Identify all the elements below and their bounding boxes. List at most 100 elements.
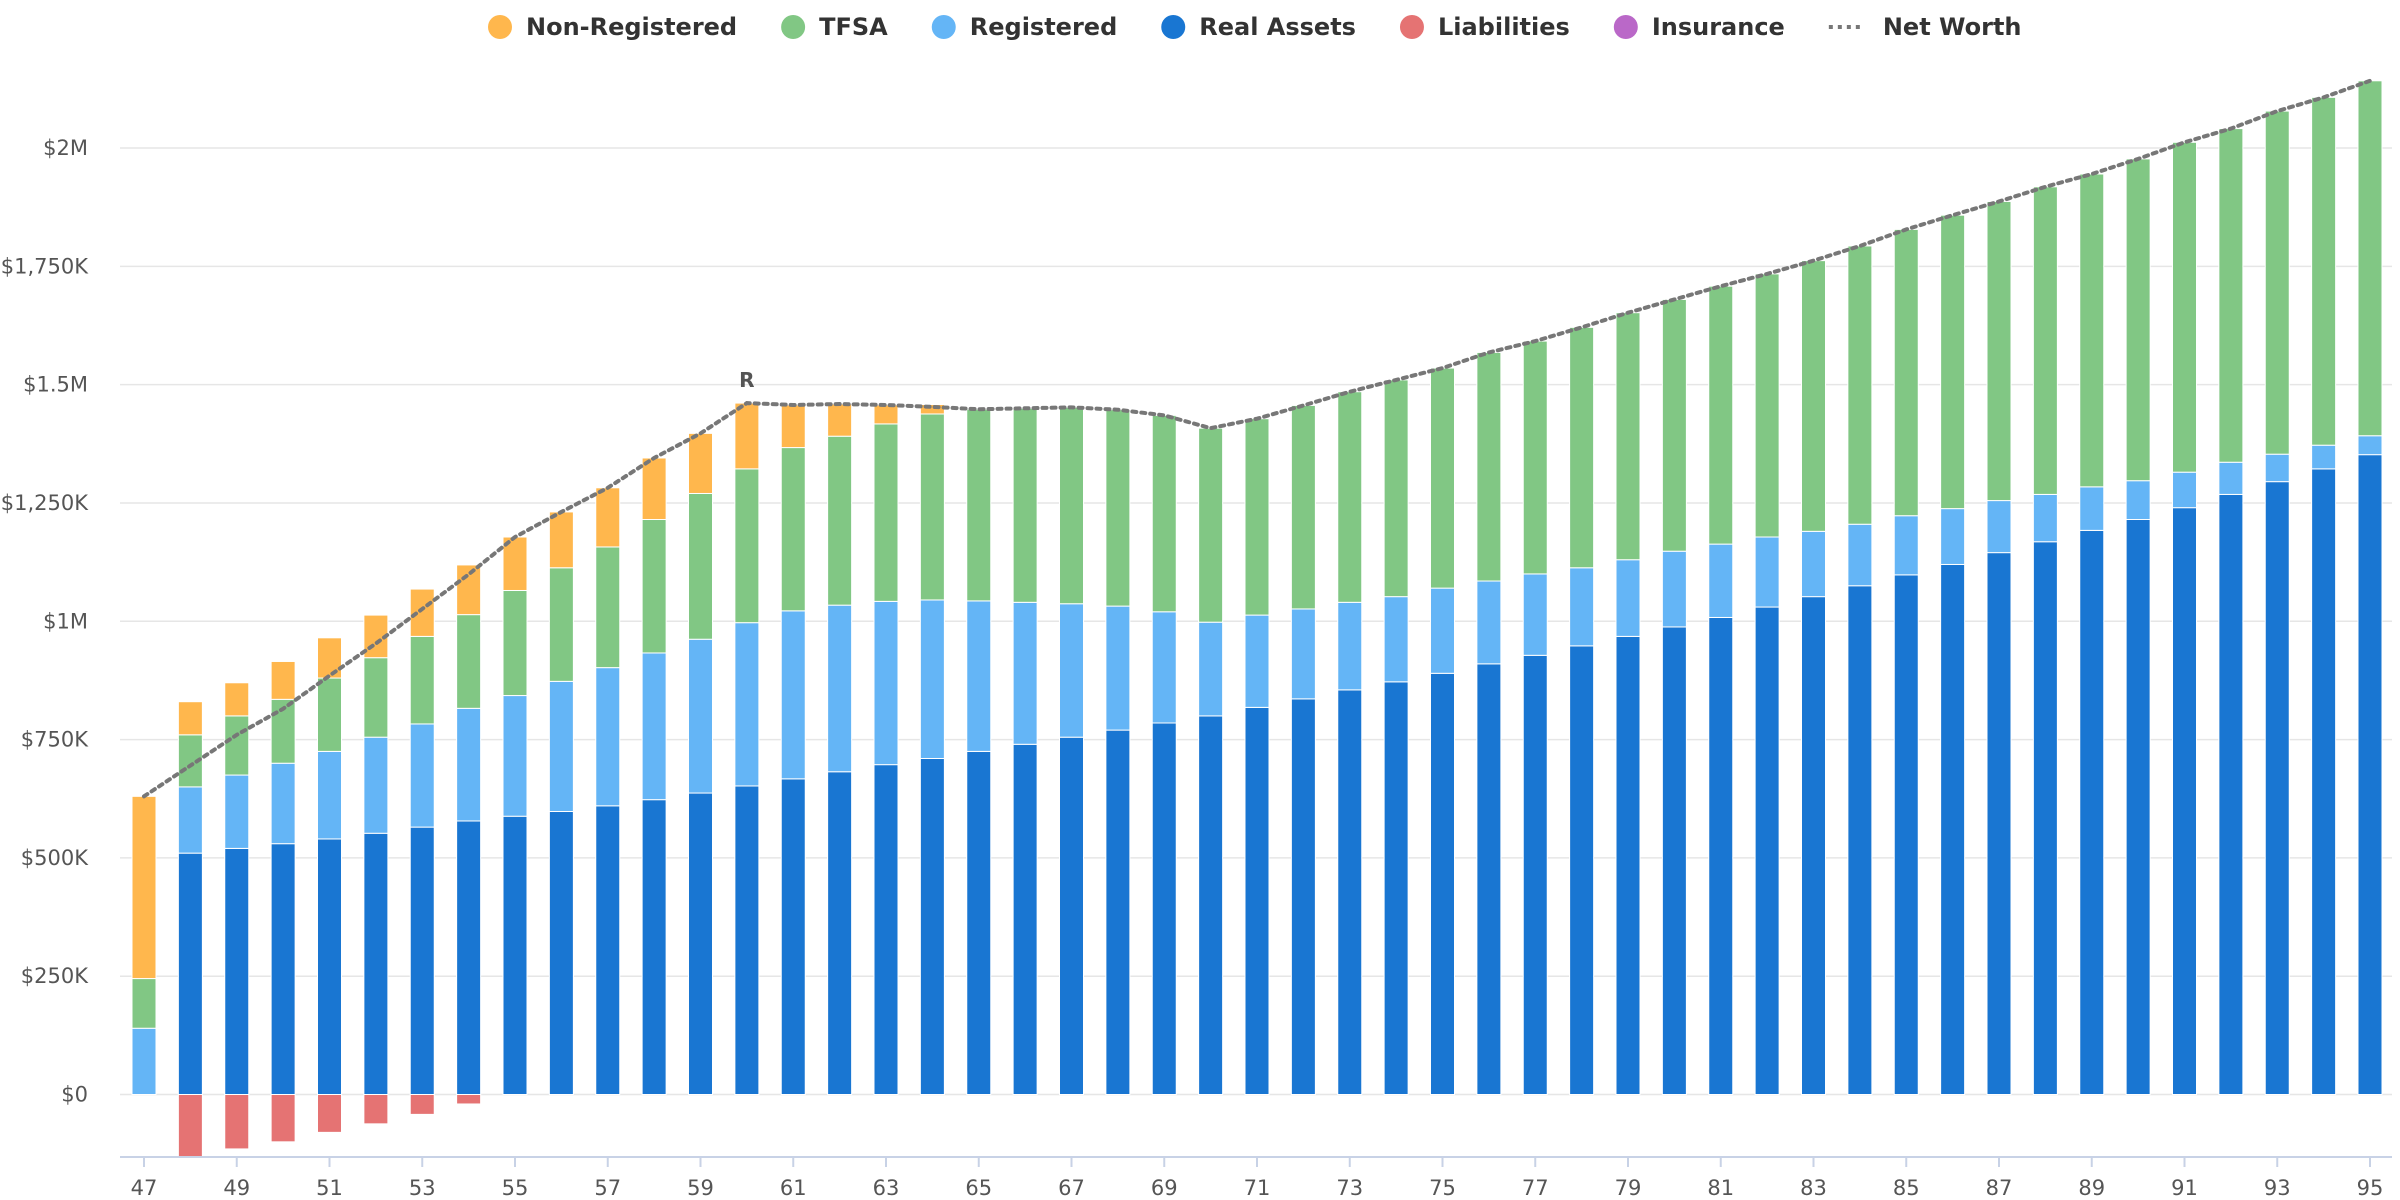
legend-label-tfsa: TFSA <box>819 13 888 41</box>
bar-tfsa-81 <box>1708 285 1734 545</box>
bar-non-registered-51 <box>317 637 342 679</box>
bar-non-registered-49 <box>224 682 250 717</box>
bar-real-assets-50 <box>270 843 296 1095</box>
bar-registered-68 <box>1105 605 1131 731</box>
bar-tfsa-91 <box>2172 141 2197 473</box>
x-tick-label: 79 <box>1615 1176 1642 1200</box>
bar-registered-48 <box>177 786 203 854</box>
bar-real-assets-82 <box>1754 606 1780 1095</box>
bar-tfsa-64 <box>919 413 945 601</box>
retirement-marker: R <box>739 368 754 392</box>
x-tick-label: 87 <box>1986 1176 2013 1200</box>
bar-registered-71 <box>1244 614 1270 708</box>
x-tick-label: 91 <box>2171 1176 2198 1200</box>
bar-non-registered-56 <box>548 511 574 569</box>
bar-registered-84 <box>1847 523 1873 587</box>
bar-real-assets-58 <box>641 799 667 1095</box>
bar-tfsa-95 <box>2357 80 2383 437</box>
bar-registered-75 <box>1430 587 1455 674</box>
bar-real-assets-68 <box>1105 729 1131 1095</box>
bar-registered-65 <box>966 600 992 752</box>
bar-real-assets-60 <box>734 785 760 1095</box>
bar-tfsa-88 <box>2032 186 2058 495</box>
legend-item-non-registered: Non-Registered <box>488 13 737 41</box>
bar-tfsa-52 <box>363 657 389 738</box>
bar-non-registered-60 <box>734 402 760 470</box>
bar-liabilities-49 <box>224 1094 250 1150</box>
bar-tfsa-67 <box>1059 406 1084 605</box>
bar-registered-81 <box>1708 543 1734 618</box>
bar-registered-54 <box>456 707 482 822</box>
bar-tfsa-49 <box>224 715 250 776</box>
bar-tfsa-93 <box>2264 110 2290 455</box>
bar-real-assets-88 <box>2032 541 2058 1095</box>
bar-registered-55 <box>502 695 528 817</box>
y-tick-label: $1,250K <box>1 491 89 515</box>
bar-tfsa-59 <box>688 492 713 640</box>
legend-swatch-insurance <box>1613 15 1638 39</box>
bar-liabilities-50 <box>270 1094 296 1143</box>
bar-tfsa-55 <box>502 589 528 697</box>
x-tick-label: 77 <box>1522 1176 1549 1200</box>
bar-registered-74 <box>1383 596 1409 683</box>
y-tick-label: $1M <box>43 609 88 633</box>
bar-tfsa-58 <box>641 519 667 654</box>
x-tick-label: 51 <box>316 1176 343 1200</box>
bar-registered-64 <box>919 599 945 759</box>
y-tick-label: $500K <box>21 846 89 870</box>
bar-registered-72 <box>1290 608 1316 700</box>
bar-real-assets-70 <box>1198 715 1224 1096</box>
bar-registered-82 <box>1754 536 1780 608</box>
legend-item-liabilities: Liabilities <box>1399 13 1570 41</box>
bar-tfsa-57 <box>595 546 621 669</box>
y-tick-label: $750K <box>21 728 89 752</box>
bar-real-assets-83 <box>1801 596 1826 1095</box>
bars <box>131 80 2383 1159</box>
bar-registered-87 <box>1986 500 2012 554</box>
bar-registered-52 <box>363 736 389 834</box>
legend-item-real-assets: Real Assets <box>1161 13 1356 41</box>
bar-registered-78 <box>1569 567 1595 647</box>
bar-liabilities-53 <box>409 1094 435 1115</box>
bar-real-assets-65 <box>966 750 992 1095</box>
bar-real-assets-93 <box>2264 481 2290 1095</box>
bar-registered-83 <box>1801 530 1826 598</box>
bar-non-registered-58 <box>641 457 667 521</box>
bar-registered-90 <box>2125 480 2151 521</box>
bar-real-assets-57 <box>595 805 621 1095</box>
bar-non-registered-59 <box>688 432 713 494</box>
x-tick-label: 73 <box>1336 1176 1363 1200</box>
x-tick-label: 83 <box>1800 1176 1827 1200</box>
bar-tfsa-85 <box>1893 228 1919 517</box>
bar-registered-56 <box>548 680 574 812</box>
bar-registered-58 <box>641 652 667 801</box>
legend-label-liabilities: Liabilities <box>1438 13 1570 41</box>
bar-non-registered-57 <box>595 487 621 548</box>
bar-real-assets-91 <box>2172 507 2197 1096</box>
bar-real-assets-89 <box>2079 529 2105 1095</box>
bar-tfsa-75 <box>1430 367 1455 589</box>
bar-real-assets-71 <box>1244 706 1270 1095</box>
bar-registered-92 <box>2218 461 2244 495</box>
y-tick-label: $1,750K <box>1 254 89 278</box>
bar-registered-53 <box>409 723 435 828</box>
bar-registered-67 <box>1059 603 1084 738</box>
bar-liabilities-51 <box>317 1094 342 1133</box>
bar-real-assets-85 <box>1893 574 1919 1095</box>
bar-registered-91 <box>2172 471 2197 509</box>
y-tick-label: $2M <box>43 136 88 160</box>
bar-registered-49 <box>224 774 250 849</box>
bar-tfsa-53 <box>409 635 435 725</box>
bar-tfsa-73 <box>1337 391 1363 603</box>
legend-item-net-worth: Net Worth <box>1828 13 2022 41</box>
legend-item-registered: Registered <box>931 13 1117 41</box>
legend-item-insurance: Insurance <box>1613 13 1785 41</box>
x-tick-label: 85 <box>1893 1176 1920 1200</box>
bar-registered-62 <box>827 604 853 773</box>
bar-tfsa-84 <box>1847 245 1873 525</box>
legend-item-tfsa: TFSA <box>781 13 888 41</box>
bar-registered-61 <box>780 610 806 780</box>
x-tick-label: 81 <box>1707 1176 1734 1200</box>
bar-registered-89 <box>2079 486 2105 531</box>
